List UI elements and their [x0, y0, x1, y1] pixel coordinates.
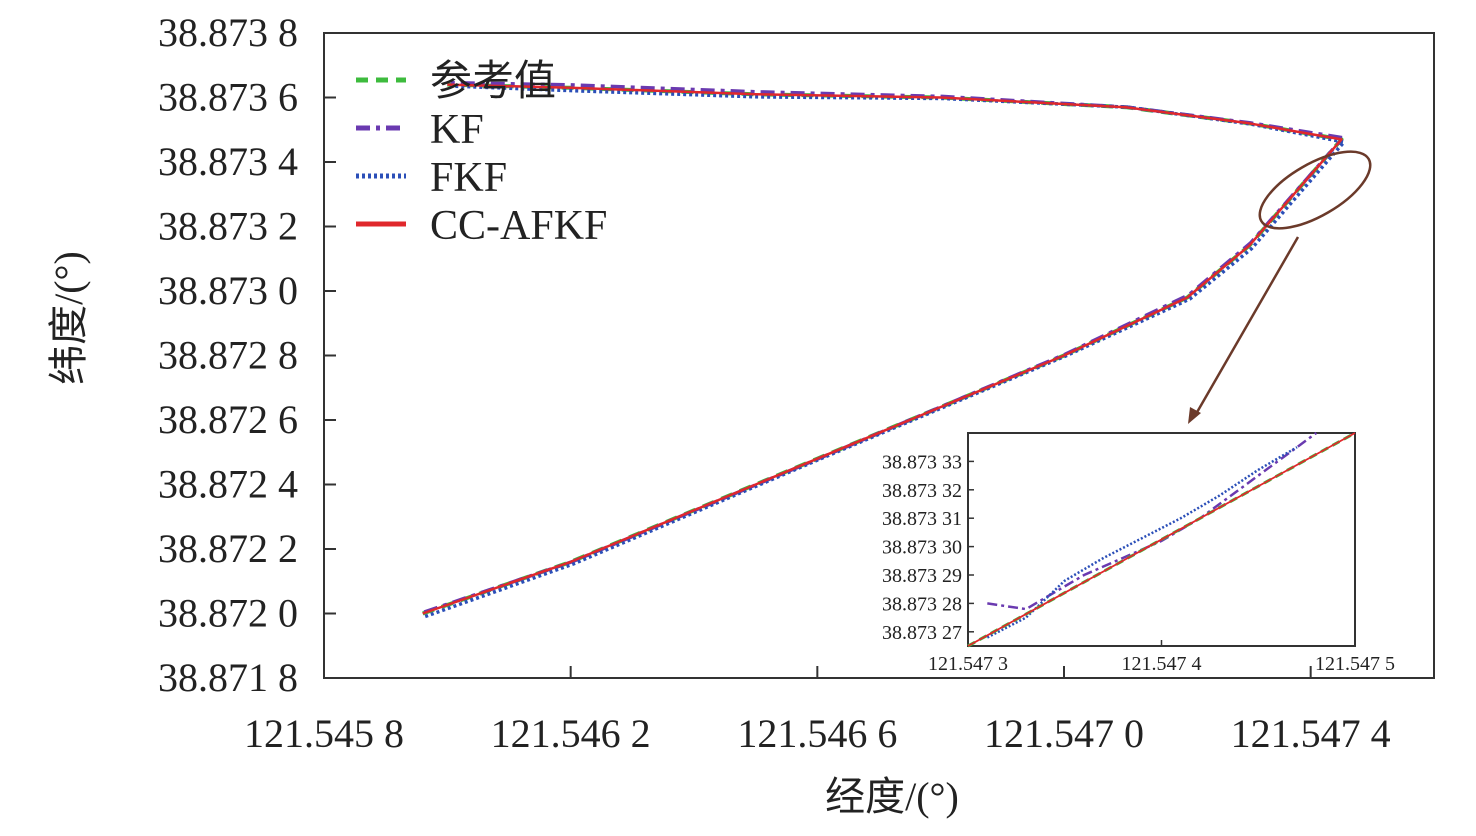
- x-tick-label: 121.547 0: [984, 711, 1144, 756]
- zoom-ellipse: [1258, 150, 1372, 230]
- y-tick-label: 38.872 6: [158, 397, 298, 442]
- inset-series: [967, 431, 1356, 648]
- y-tick-label: 38.872 2: [158, 526, 298, 571]
- y-tick-label: 38.872 4: [158, 462, 298, 507]
- legend: 参考值 KF FKF CC-AFKF: [356, 58, 607, 249]
- inset-y-tick-label: 38.873 31: [882, 508, 962, 530]
- zoom-arrow-line: [1194, 236, 1300, 415]
- x-axis-ticks: 121.545 8 121.546 2 121.546 6 121.547 0 121.…: [244, 666, 1391, 756]
- y-axis-title: 纬度/(°): [46, 251, 91, 385]
- zoom-arrow-head: [1188, 407, 1201, 424]
- inset-x-tick-label: 121.547 4: [1122, 653, 1202, 675]
- y-axis-ticks: 38.871 8 38.872 0 38.872 2 38.872 4 38.872 6…: [158, 10, 336, 700]
- legend-label-cc-afkf: CC-AFKF: [430, 203, 607, 249]
- inset-x-tick-label: 121.547 5: [1315, 653, 1395, 675]
- y-tick-label: 38.873 2: [158, 204, 298, 249]
- y-tick-label: 38.873 4: [158, 139, 298, 184]
- legend-label-kf: KF: [430, 107, 484, 153]
- inset-chart: 38.873 27 38.873 28 38.873 29 38.873 30 38.8…: [882, 431, 1395, 675]
- inset-cc-afkf-line: [967, 432, 1356, 647]
- inset-y-tick-label: 38.873 29: [882, 565, 962, 587]
- y-tick-label: 38.873 6: [158, 75, 298, 120]
- x-axis-title: 经度/(°): [825, 774, 959, 819]
- inset-x-tick-label: 121.547 3: [928, 653, 1008, 675]
- y-tick-label: 38.873 8: [158, 10, 298, 55]
- inset-y-tick-label: 38.873 27: [882, 622, 962, 644]
- x-tick-label: 121.546 6: [737, 711, 897, 756]
- inset-y-tick-label: 38.873 33: [882, 451, 962, 473]
- x-tick-label: 121.545 8: [244, 711, 404, 756]
- inset-kf-line: [987, 431, 1318, 611]
- inset-y-tick-label: 38.873 32: [882, 480, 962, 502]
- series-layer: [422, 80, 1346, 619]
- series-line-4: [422, 83, 1343, 615]
- y-tick-label: 38.873 0: [158, 268, 298, 313]
- inset-y-tick-label: 38.873 28: [882, 593, 962, 615]
- legend-label-fkf: FKF: [430, 155, 507, 201]
- y-tick-label: 38.871 8: [158, 655, 298, 700]
- legend-label-reference: 参考值: [430, 58, 556, 105]
- x-tick-label: 121.547 4: [1231, 711, 1391, 756]
- x-tick-label: 121.546 2: [491, 711, 651, 756]
- y-tick-label: 38.872 0: [158, 591, 298, 636]
- inset-y-tick-label: 38.873 30: [882, 537, 962, 559]
- y-tick-label: 38.872 8: [158, 333, 298, 378]
- inset-ticks: 38.873 27 38.873 28 38.873 29 38.873 30 38.8…: [882, 451, 1395, 675]
